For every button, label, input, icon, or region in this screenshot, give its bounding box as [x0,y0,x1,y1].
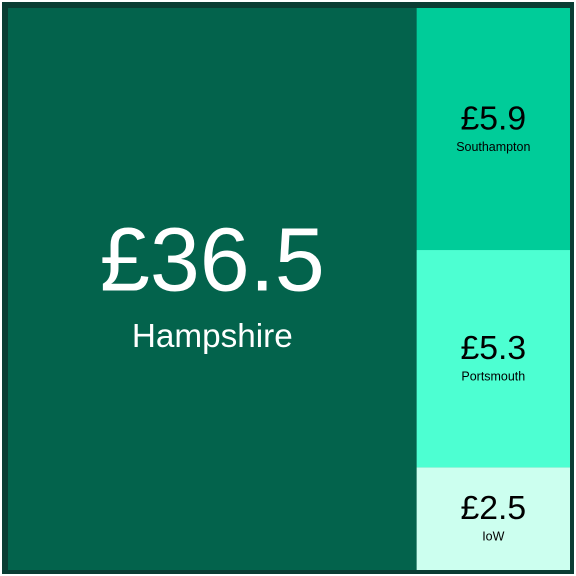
treemap-cell [416,467,570,570]
category-label: IoW [482,530,504,544]
value-label: £5.9 [460,99,526,137]
category-label: Portsmouth [461,370,525,384]
category-label: Southampton [456,140,530,154]
treemap-cell [416,250,570,468]
value-label: £2.5 [460,489,526,527]
value-label: £36.5 [100,210,325,310]
category-label: Hampshire [132,318,293,355]
treemap-cell [8,8,417,570]
value-label: £5.3 [460,329,526,367]
treemap-cell [416,8,570,251]
